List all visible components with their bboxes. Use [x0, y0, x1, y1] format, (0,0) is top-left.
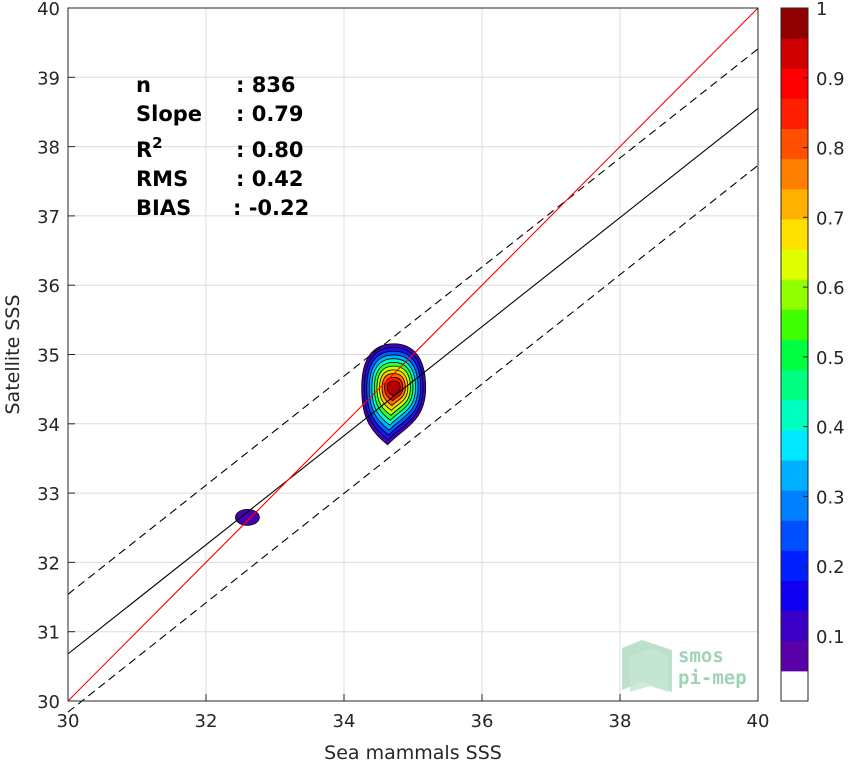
colorbar-segment	[781, 459, 808, 491]
colorbar-segment	[781, 610, 808, 642]
colorbar-segment	[781, 8, 808, 39]
colorbar-segment	[781, 309, 808, 340]
colorbar-segment	[781, 249, 808, 280]
stat-label: RMS	[136, 167, 188, 191]
stat-value: : 0.79	[236, 102, 304, 126]
logo-text-line2: pi-mep	[678, 667, 747, 689]
fit-lines	[67, 7, 759, 713]
colorbar: 0.1 0.2 0.3 0.4 0.5 0.6 0.7 0.8 0.9 1	[780, 0, 845, 702]
colorbar-segment	[781, 218, 808, 250]
y-tick-label: 33	[37, 484, 60, 505]
stat-value: : 0.80	[236, 138, 304, 162]
colorbar-segment	[781, 98, 808, 130]
colorbar-segment	[781, 188, 808, 220]
x-tick-label: 38	[609, 711, 632, 732]
y-tick-label: 40	[37, 0, 60, 20]
x-axis-title: Sea mammals SSS	[324, 742, 502, 763]
colorbar-tick-label: 1	[816, 0, 827, 20]
colorbar-tick-label: 0.1	[816, 627, 845, 648]
colorbar-frame	[780, 7, 809, 702]
colorbar-segment	[781, 38, 808, 69]
small-density-contour	[234, 508, 260, 526]
colorbar-tick-label: 0.6	[816, 278, 845, 299]
colorbar-segment	[781, 279, 808, 310]
x-tick-label: 34	[333, 711, 356, 732]
colorbar-segment	[781, 550, 808, 581]
colorbar-tick-label: 0.3	[816, 487, 845, 508]
stat-label: R2	[136, 134, 163, 162]
colorbar-segment	[781, 369, 808, 401]
identity-line	[67, 7, 759, 702]
y-tick-label: 37	[37, 207, 60, 228]
colorbar-segment	[781, 68, 808, 99]
stat-value: : -0.22	[233, 196, 309, 220]
colorbar-segment	[781, 520, 808, 551]
colorbar-tick-label: 0.2	[816, 557, 845, 578]
colorbar-tick-label: 0.5	[816, 348, 845, 369]
colorbar-segment	[781, 490, 808, 521]
colorbar-tick-label: 0.8	[816, 139, 845, 160]
stat-label: BIAS	[136, 196, 191, 220]
upper-bound-line	[67, 48, 759, 595]
smos-pimep-logo: smos pi-mep	[622, 640, 747, 692]
y-tick-label: 34	[37, 415, 60, 436]
regression-line	[67, 108, 759, 655]
y-tick-label: 39	[37, 68, 60, 89]
x-tick-label: 40	[747, 711, 770, 732]
colorbar-tick-label: 0.4	[816, 418, 845, 439]
y-tick-label: 36	[37, 276, 60, 297]
stats-box: n : 836 Slope : 0.79 R2 : 0.80 RMS : 0.42 BIAS : …	[136, 73, 309, 220]
stat-label: Slope	[136, 102, 202, 126]
colorbar-segment	[781, 399, 808, 431]
colorbar-segment	[781, 158, 808, 190]
density-contours	[234, 343, 427, 526]
stat-value: : 836	[236, 73, 296, 97]
colorbar-segment	[781, 429, 808, 461]
stat-label-superscript: 2	[152, 134, 162, 152]
colorbar-tick-label: 0.9	[816, 69, 845, 90]
lower-bound-line	[67, 164, 759, 713]
logo-text-line1: smos	[678, 645, 724, 667]
colorbar-segment	[781, 640, 808, 672]
y-tick-label: 30	[37, 692, 60, 713]
density-contour-level	[386, 380, 401, 397]
y-tick-label: 35	[37, 346, 60, 367]
y-tick-label: 32	[37, 553, 60, 574]
x-tick-label: 36	[471, 711, 494, 732]
colorbar-segment	[781, 339, 808, 371]
y-tick-label: 31	[37, 623, 60, 644]
colorbar-segment	[781, 580, 808, 612]
axis-ticks: 30 32 34 36 38 40 30 31 32 33 34 35 36 37 38 39 40	[37, 0, 769, 732]
y-axis-title: Satellite SSS	[2, 294, 24, 414]
logo-wave-icon	[622, 640, 672, 692]
x-tick-label: 32	[195, 711, 218, 732]
colorbar-tick-label: 0.7	[816, 208, 845, 229]
colorbar-segment	[781, 670, 808, 702]
stat-label: n	[136, 73, 151, 97]
y-tick-label: 38	[37, 138, 60, 159]
stat-value: : 0.42	[236, 167, 304, 191]
colorbar-segment	[781, 128, 808, 160]
x-tick-label: 30	[57, 711, 80, 732]
